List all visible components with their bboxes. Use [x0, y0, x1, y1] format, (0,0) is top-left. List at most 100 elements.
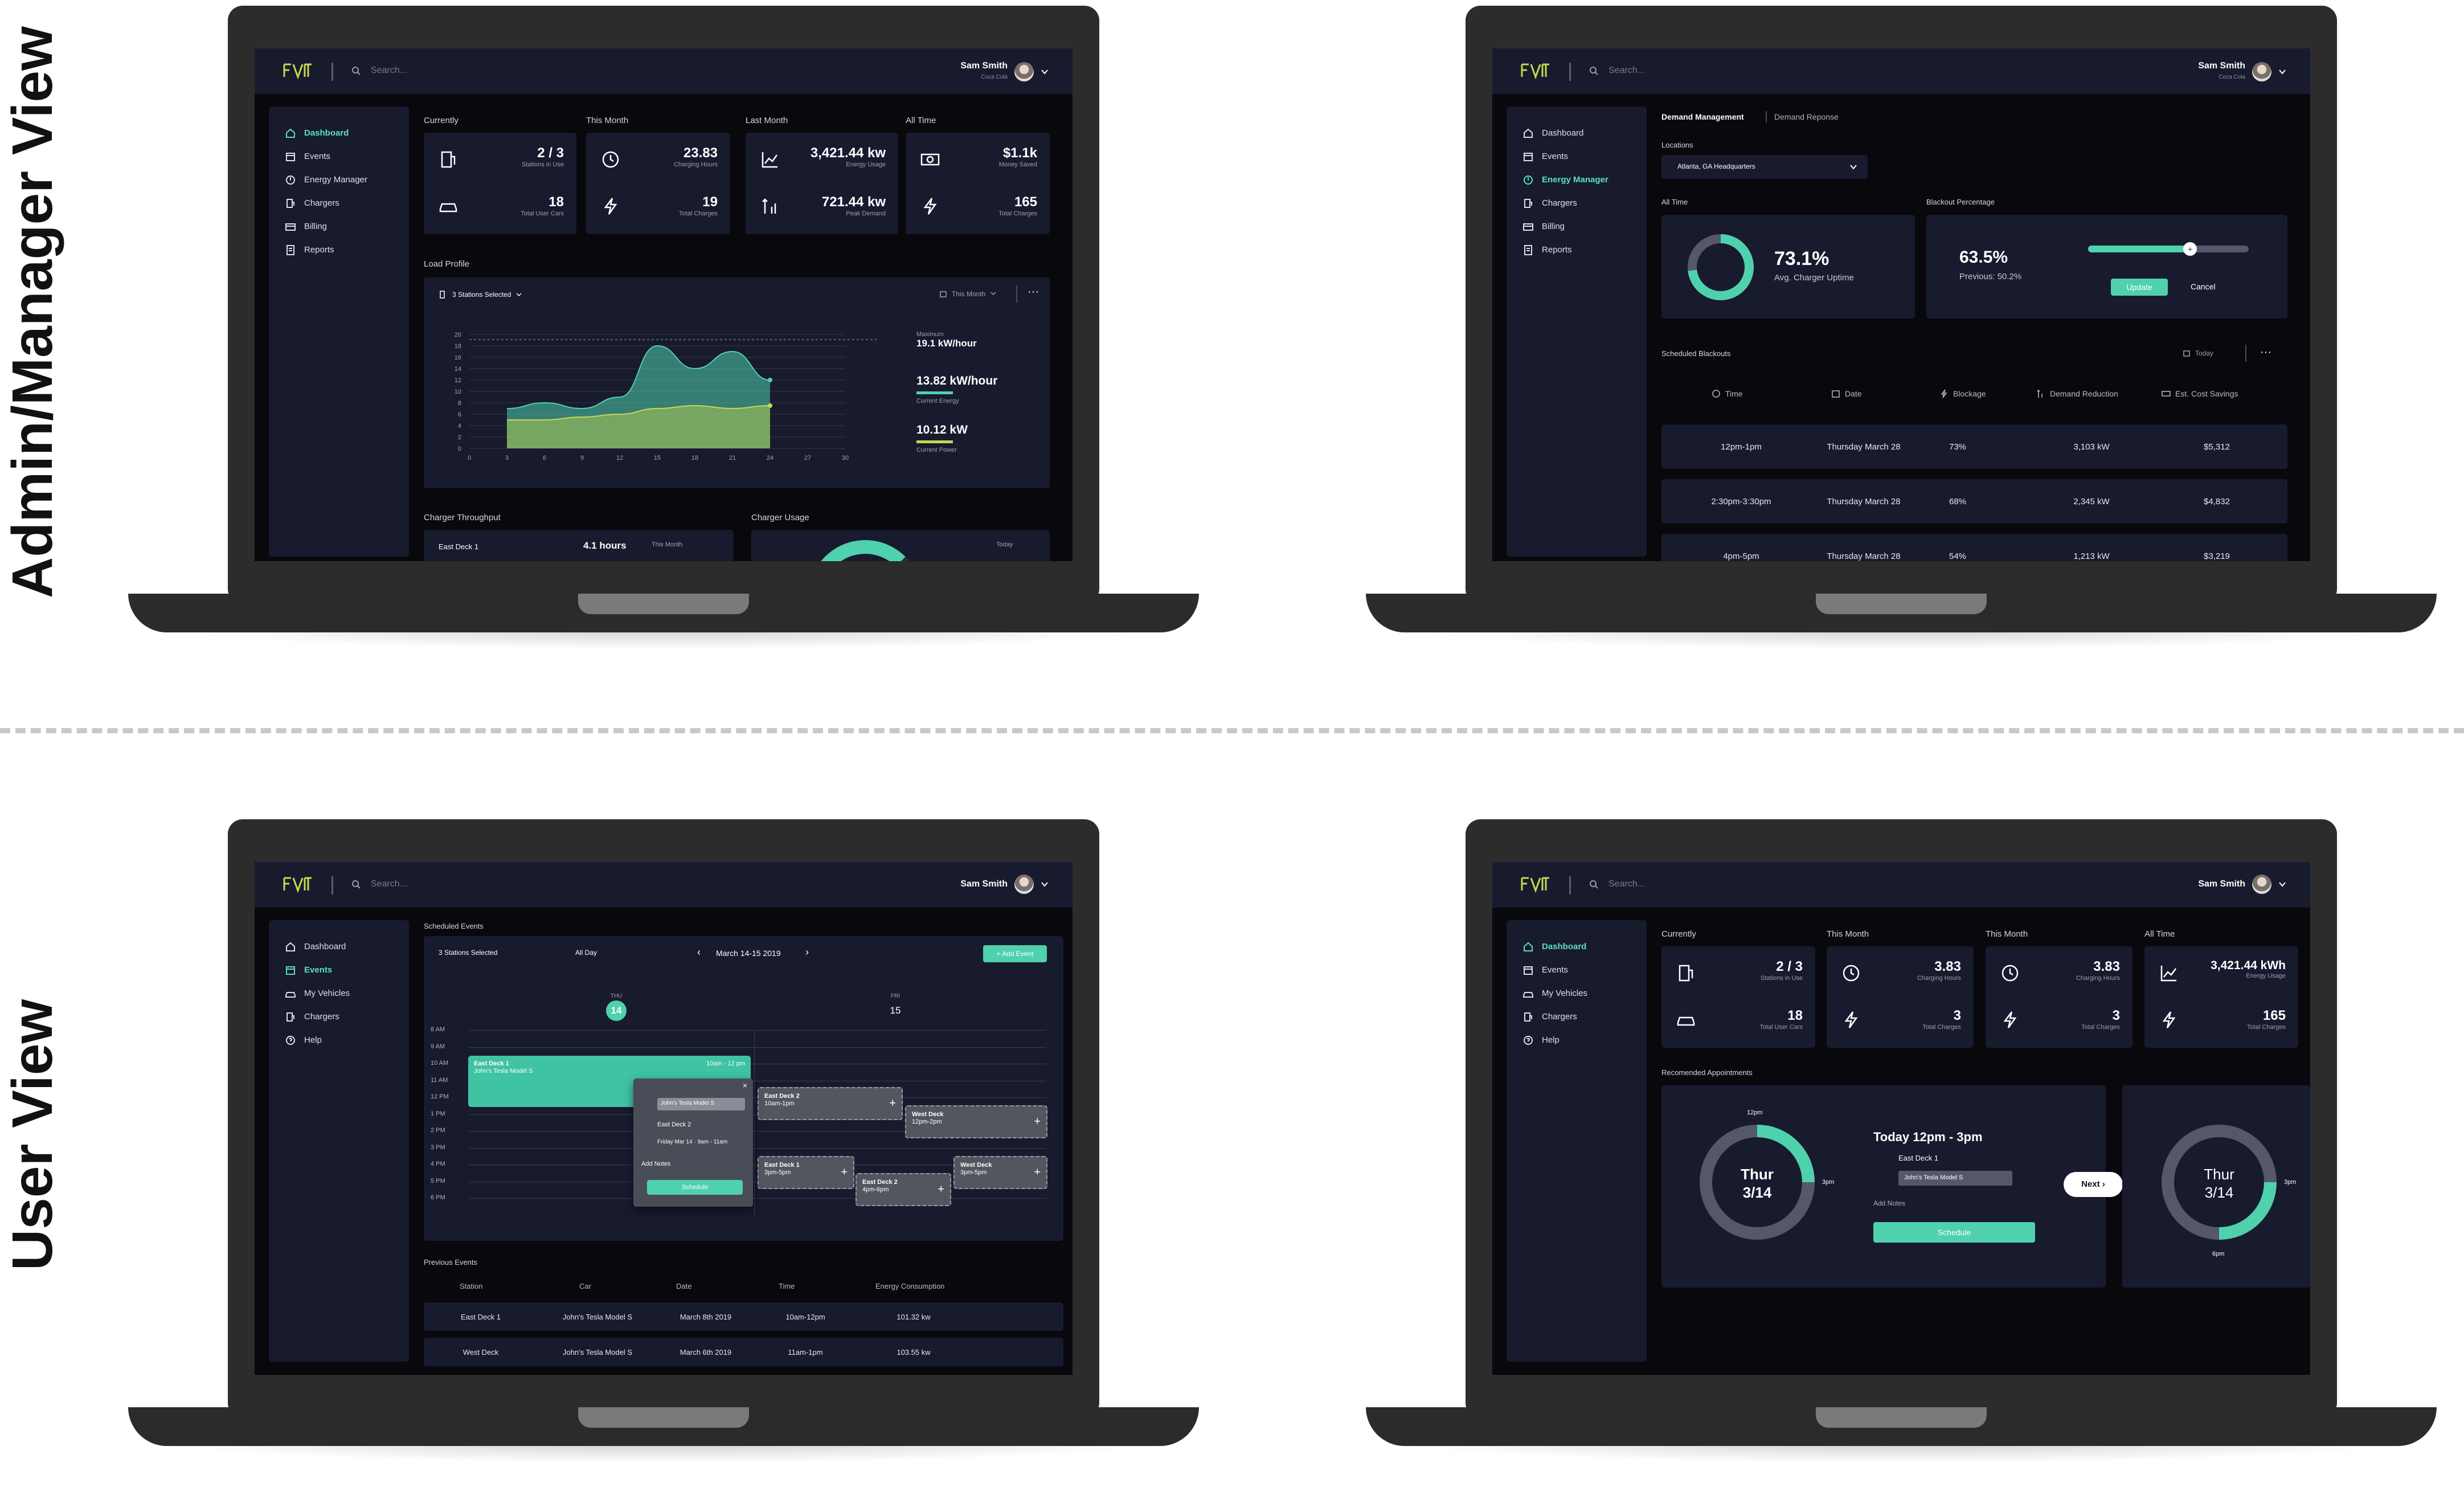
all-day-dropdown[interactable]: All Day [575, 949, 597, 957]
event-east-deck-2-b[interactable]: East Deck 2 4pm-6pm + [856, 1173, 951, 1206]
location-select[interactable]: Atlanta, GA Headquarters [1661, 155, 1868, 179]
today-dropdown[interactable]: Today [996, 541, 1013, 548]
peak-icon [2037, 389, 2043, 398]
car-icon [285, 991, 296, 998]
energy-icon [1524, 175, 1533, 185]
prev-arrow-icon[interactable]: ‹ [697, 946, 701, 958]
event-east-deck-2[interactable]: East Deck 2 10am-1pm + [758, 1087, 903, 1120]
close-icon[interactable]: × [742, 1081, 747, 1090]
next-button[interactable]: Next › [2064, 1172, 2123, 1197]
stations-dropdown[interactable]: 3 Stations Selected [439, 290, 522, 299]
sidebar-item-billing[interactable]: Billing [285, 215, 409, 238]
avatar [1014, 875, 1034, 894]
legend-maximum: Maximum 19.1 kW/hour [916, 331, 977, 349]
x-tick-label: 24 [767, 455, 773, 461]
car-select[interactable]: John's Tesla Model S [657, 1098, 745, 1110]
car-select[interactable]: John's Tesla Model S [1898, 1171, 2012, 1186]
search-input[interactable]: Search... [351, 879, 407, 889]
add-notes-link[interactable]: Add Notes [641, 1161, 671, 1167]
add-event-button[interactable]: + Add Event [983, 945, 1047, 962]
sidebar-item-my-vehicles[interactable]: My Vehicles [285, 982, 409, 1005]
sidebar-item-reports[interactable]: Reports [1522, 238, 1647, 262]
blackout-slider[interactable]: + [2088, 242, 2249, 256]
tab-demand-response[interactable]: Demand Reponse [1774, 112, 1839, 121]
today-dropdown[interactable]: Today [2183, 349, 2213, 357]
more-options-button[interactable]: ··· [2260, 346, 2271, 358]
table-row[interactable]: 12pm-1pm Thursday March 28 73% 3,103 kW $5,3… [1661, 424, 2287, 469]
table-row[interactable]: West Deck John's Tesla Model S March 6th 2… [424, 1338, 1063, 1366]
chevron-down-icon [2279, 70, 2286, 75]
section-all-time: All Time [906, 116, 936, 125]
schedule-button[interactable]: Schedule [647, 1180, 743, 1195]
table-row[interactable]: East Deck 1 John's Tesla Model S March 8th… [424, 1302, 1063, 1331]
slider-handle[interactable]: + [2183, 242, 2197, 256]
screen-energy-manager: Search... Sam Smith Coca Cola Dashboard E… [1492, 48, 2310, 561]
sidebar-item-billing[interactable]: Billing [1522, 215, 1647, 238]
user-name: Sam Smith [960, 879, 1008, 889]
header-time: Time [779, 1282, 795, 1290]
bolt-icon [601, 197, 620, 216]
y-tick-label: 14 [455, 366, 461, 373]
sidebar-item-dashboard[interactable]: Dashboard [1522, 935, 1647, 958]
section-this-month: This Month [586, 116, 629, 125]
sidebar-item-energy-manager[interactable]: Energy Manager [1522, 168, 1647, 191]
schedule-button[interactable]: Schedule [1873, 1222, 2035, 1243]
user-menu[interactable]: Sam Smith Coca Cola [2198, 61, 2286, 83]
charger-usage-title: Charger Usage [751, 513, 809, 522]
tab-demand-management[interactable]: Demand Management [1661, 112, 1744, 121]
charger-icon [1676, 963, 1696, 983]
sidebar-item-energy-manager[interactable]: Energy Manager [285, 168, 409, 191]
header-cost-savings: Est. Cost Savings [2162, 389, 2238, 398]
energy-icon [286, 175, 295, 185]
sidebar-item-reports[interactable]: Reports [285, 238, 409, 262]
table-row[interactable]: 2:30pm-3:30pm Thursday March 28 68% 2,345 k… [1661, 479, 2287, 524]
user-menu[interactable]: Sam Smith [2198, 875, 2286, 894]
sidebar-item-dashboard[interactable]: Dashboard [285, 121, 409, 145]
period-dropdown[interactable]: This Month [939, 290, 997, 298]
next-arrow-icon[interactable]: › [805, 946, 809, 958]
chevron-down-icon [1850, 165, 1857, 170]
cancel-button[interactable]: Cancel [2191, 282, 2216, 291]
time-label: 9 AM [431, 1043, 445, 1050]
sidebar-item-help[interactable]: Help [285, 1028, 409, 1052]
event-west-deck-b[interactable]: West Deck 3pm-5pm + [953, 1156, 1047, 1189]
x-tick-label: 12 [616, 455, 623, 461]
sidebar-item-events[interactable]: Events [285, 145, 409, 168]
stations-dropdown[interactable]: 3 Stations Selected [439, 949, 498, 957]
series-end-point [768, 378, 772, 382]
add-notes-link[interactable]: Add Notes [1873, 1199, 1906, 1207]
sidebar-item-chargers[interactable]: Chargers [1522, 191, 1647, 215]
sidebar-item-dashboard[interactable]: Dashboard [285, 935, 409, 958]
sidebar-item-chargers[interactable]: Chargers [1522, 1005, 1647, 1028]
appointment-title: Today 12pm - 3pm [1873, 1130, 1983, 1144]
event-east-deck-1-b[interactable]: East Deck 1 3pm-5pm + [758, 1156, 854, 1189]
period-dropdown[interactable]: This Month [652, 541, 683, 548]
search-input[interactable]: Search... [1589, 66, 1645, 76]
time-label: 8 AM [431, 1026, 445, 1033]
calendar-icon [286, 152, 295, 161]
more-options-button[interactable]: ··· [1028, 285, 1039, 298]
sidebar-item-dashboard[interactable]: Dashboard [1522, 121, 1647, 145]
event-west-deck[interactable]: West Deck 12pm-2pm + [905, 1105, 1047, 1138]
section-all-time: All Time [2144, 929, 2175, 939]
sidebar-item-help[interactable]: Help [1522, 1028, 1647, 1052]
search-input[interactable]: Search... [1589, 879, 1645, 889]
section-currently: Currently [424, 116, 459, 125]
laptop-user-events: Search... Sam Smith Dashboard Events My … [128, 819, 1199, 1469]
sidebar-item-events[interactable]: Events [1522, 958, 1647, 982]
sidebar: Dashboard Events My Vehicles Chargers He… [1507, 920, 1647, 1362]
search-input[interactable]: Search... [351, 66, 407, 76]
user-menu[interactable]: Sam Smith [960, 875, 1049, 894]
sidebar-item-events[interactable]: Events [1522, 145, 1647, 168]
search-icon [352, 880, 361, 889]
section-divider [0, 728, 2464, 733]
sidebar-item-chargers[interactable]: Chargers [285, 1005, 409, 1028]
table-row[interactable]: 4pm-5pm Thursday March 28 54% 1,213 kW $3,21… [1661, 534, 2287, 561]
calendar-icon [1524, 152, 1533, 161]
update-button[interactable]: Update [2111, 279, 2168, 296]
sidebar-item-chargers[interactable]: Chargers [285, 191, 409, 215]
sidebar-item-my-vehicles[interactable]: My Vehicles [1522, 982, 1647, 1005]
user-menu[interactable]: Sam Smith Coca Cola [960, 61, 1049, 83]
section-last-month: Last Month [746, 116, 788, 125]
sidebar-item-events[interactable]: Events [285, 958, 409, 982]
